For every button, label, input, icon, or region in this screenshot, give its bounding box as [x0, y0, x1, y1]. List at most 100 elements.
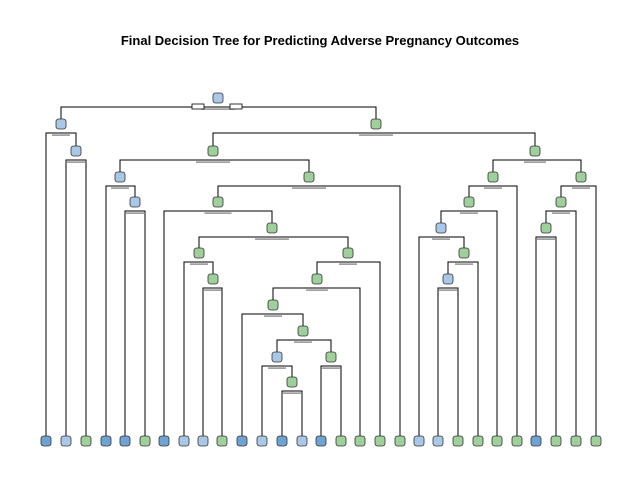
- internal-node: [114, 171, 126, 183]
- internal-node: [463, 196, 475, 208]
- leaf-node: [158, 435, 170, 447]
- internal-node: [435, 222, 447, 234]
- tree-edge: [492, 159, 582, 172]
- internal-node: [529, 145, 541, 157]
- split-box: [229, 103, 243, 110]
- internal-node: [297, 325, 309, 337]
- split-label: [439, 289, 457, 291]
- internal-node: [55, 118, 67, 130]
- internal-node: [540, 222, 552, 234]
- split-label: [524, 161, 546, 163]
- leaf-node: [570, 435, 582, 447]
- leaf-node: [550, 435, 562, 447]
- tree-edge: [418, 236, 465, 436]
- leaf-node: [197, 435, 209, 447]
- internal-node: [70, 145, 82, 157]
- tree-edge: [272, 287, 361, 436]
- leaf-node: [315, 435, 327, 447]
- leaf-node: [354, 435, 366, 447]
- leaf-node: [374, 435, 386, 447]
- tree-edge: [276, 339, 332, 352]
- leaf-node: [60, 435, 72, 447]
- tree-nodes: [40, 92, 602, 447]
- split-label: [67, 161, 85, 163]
- split-label: [292, 187, 326, 189]
- internal-node: [325, 351, 337, 363]
- leaf-node: [296, 435, 308, 447]
- internal-node: [458, 247, 470, 259]
- leaf-node: [40, 435, 52, 447]
- tree-edge: [65, 159, 87, 436]
- leaf-node: [100, 435, 112, 447]
- internal-node: [212, 92, 224, 104]
- leaf-node: [472, 435, 484, 447]
- internal-node: [487, 171, 499, 183]
- internal-node: [370, 118, 382, 130]
- tree-edge: [183, 261, 214, 436]
- internal-node: [266, 222, 278, 234]
- split-label: [432, 238, 450, 240]
- internal-node: [271, 351, 283, 363]
- split-label: [460, 212, 478, 214]
- split-box: [191, 103, 205, 110]
- leaf-node: [236, 435, 248, 447]
- tree-edge: [212, 132, 536, 146]
- tree-edge: [241, 313, 304, 436]
- split-label: [264, 315, 282, 317]
- split-label: [190, 263, 208, 265]
- leaf-node: [216, 435, 228, 447]
- tree-edge: [535, 236, 557, 436]
- internal-node: [342, 247, 354, 259]
- tree-edge: [163, 210, 273, 436]
- tree-edge: [560, 185, 597, 436]
- split-label: [484, 187, 502, 189]
- internal-node: [442, 273, 454, 285]
- split-label: [52, 134, 70, 136]
- leaf-node: [256, 435, 268, 447]
- leaf-node: [491, 435, 503, 447]
- tree-edge: [468, 185, 518, 436]
- split-label: [455, 263, 473, 265]
- tree-edge: [440, 210, 498, 436]
- internal-node: [311, 273, 323, 285]
- split-label: [339, 263, 357, 265]
- leaf-node: [139, 435, 151, 447]
- tree-edge: [545, 210, 577, 436]
- internal-node: [286, 376, 298, 388]
- internal-node: [212, 196, 224, 208]
- split-label: [196, 161, 230, 163]
- split-label: [268, 367, 286, 369]
- internal-node: [207, 273, 219, 285]
- split-label: [572, 187, 590, 189]
- internal-node: [267, 299, 279, 311]
- leaf-node: [452, 435, 464, 447]
- split-label: [552, 212, 570, 214]
- split-labels: [52, 103, 590, 394]
- tree-edge: [437, 287, 459, 436]
- leaf-node: [276, 435, 288, 447]
- split-label: [359, 134, 393, 136]
- leaf-node: [178, 435, 190, 447]
- leaf-node: [432, 435, 444, 447]
- tree-edge: [202, 287, 223, 436]
- internal-node: [129, 196, 141, 208]
- tree-edge: [45, 132, 77, 436]
- tree-edge: [198, 236, 349, 248]
- split-label: [201, 108, 235, 110]
- split-label: [204, 212, 232, 214]
- split-label: [306, 289, 328, 291]
- tree-edge: [281, 390, 303, 436]
- internal-node: [207, 145, 219, 157]
- internal-node: [555, 196, 567, 208]
- tree-edge: [217, 185, 401, 436]
- leaf-node: [530, 435, 542, 447]
- tree-edge: [60, 106, 377, 119]
- split-label: [204, 289, 222, 291]
- tree-edge: [320, 365, 342, 436]
- split-label: [294, 341, 312, 343]
- split-label: [322, 367, 340, 369]
- internal-node: [303, 171, 315, 183]
- tree-edge: [261, 365, 293, 436]
